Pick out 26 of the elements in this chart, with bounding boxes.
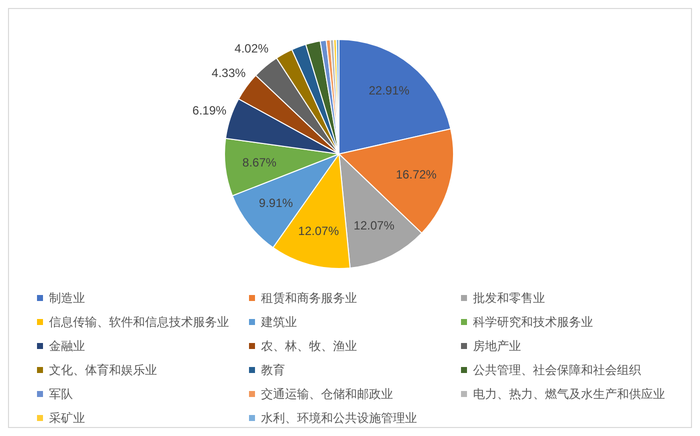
legend-label: 租赁和商务服务业 — [261, 290, 357, 306]
legend-label: 农、林、牧、渔业 — [261, 338, 357, 354]
data-label: 4.02% — [234, 42, 269, 56]
legend-label: 水利、环境和公共设施管理业 — [261, 410, 417, 426]
legend-label: 房地产业 — [473, 338, 521, 354]
legend-label: 公共管理、社会保障和社会组织 — [473, 362, 641, 378]
legend-label: 建筑业 — [261, 314, 297, 330]
data-label: 8.67% — [242, 156, 277, 170]
legend-label: 科学研究和技术服务业 — [473, 314, 593, 330]
legend-label: 批发和零售业 — [473, 290, 545, 306]
legend-label: 教育 — [261, 362, 285, 378]
legend-label: 电力、热力、燃气及水生产和供应业 — [473, 386, 665, 402]
data-label: 12.07% — [298, 224, 340, 238]
data-label: 12.07% — [354, 218, 395, 232]
legend-label: 制造业 — [49, 290, 85, 306]
data-label: 22.91% — [368, 84, 410, 98]
legend-label: 信息传输、软件和信息技术服务业 — [49, 314, 229, 330]
data-label: 9.91% — [258, 196, 294, 210]
data-label: 4.33% — [212, 66, 246, 80]
data-label: 16.72% — [396, 168, 437, 182]
legend-label: 采矿业 — [49, 410, 85, 426]
data-label: 6.19% — [192, 103, 227, 118]
legend-label: 交通运输、仓储和邮政业 — [261, 386, 393, 402]
legend-label: 金融业 — [49, 338, 85, 354]
legend-label: 文化、体育和娱乐业 — [49, 362, 157, 378]
legend-label: 军队 — [49, 386, 73, 402]
